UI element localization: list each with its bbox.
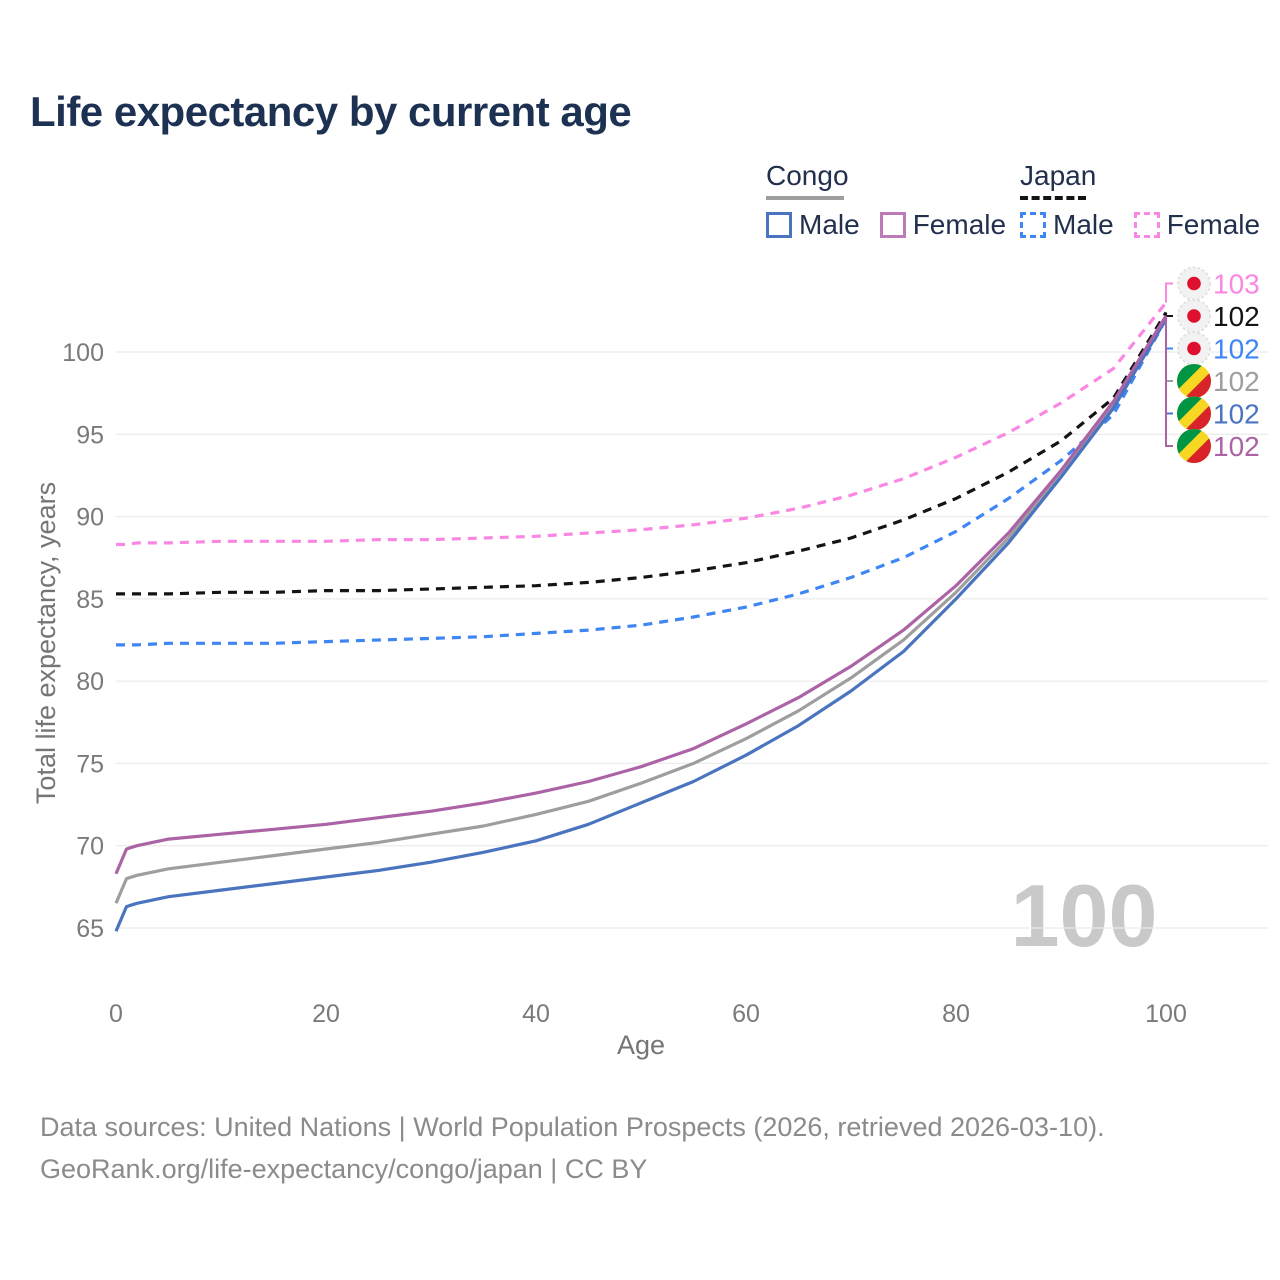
legend-item-label: Female xyxy=(912,209,1007,240)
page-title: Life expectancy by current age xyxy=(30,88,632,135)
legend-items-congo: Male Female xyxy=(766,209,1026,241)
legend-items-japan: Male Female xyxy=(1020,209,1280,241)
x-axis-title: Age xyxy=(616,1030,666,1060)
legend-item-japan-female[interactable]: Female xyxy=(1133,209,1261,241)
japan-flag-icon xyxy=(1177,299,1211,333)
age-indicator-watermark: 100 xyxy=(1011,866,1158,965)
y-tick-label: 65 xyxy=(76,915,104,943)
end-label-leader xyxy=(1165,282,1173,303)
footer-data-sources: Data sources: United Nations | World Pop… xyxy=(40,1112,1105,1142)
congo-flag-icon xyxy=(1177,396,1211,431)
end-label-congo-total: 102 xyxy=(1213,366,1260,397)
series-line-congo-total xyxy=(114,316,1168,904)
y-tick-label: 100 xyxy=(62,339,104,367)
legend-item-label: Male xyxy=(799,209,860,240)
series-line-congo-female xyxy=(114,314,1168,875)
legend-item-congo-male[interactable]: Male xyxy=(766,209,860,241)
japan-flag-icon xyxy=(1177,266,1211,301)
footer: Data sources: United Nations | World Pop… xyxy=(40,1106,1105,1190)
footer-attribution: GeoRank.org/life-expectancy/congo/japan … xyxy=(40,1154,648,1184)
y-tick-label: 80 xyxy=(76,668,104,696)
legend-item-label: Male xyxy=(1053,209,1114,240)
legend-underline-congo-total-line xyxy=(766,196,844,200)
end-label-congo-male: 102 xyxy=(1213,399,1260,430)
legend-group-japan: Japan Male Female xyxy=(1020,160,1280,241)
legend-swatch-icon xyxy=(1020,212,1046,238)
legend-underline-japan-total-line xyxy=(1020,196,1086,200)
end-label-japan-total: 102 xyxy=(1213,301,1260,332)
x-tick-label: 20 xyxy=(312,1000,340,1028)
end-label-leader xyxy=(1165,319,1173,350)
x-tick-label: 100 xyxy=(1145,1000,1187,1028)
legend-item-label: Female xyxy=(1166,209,1261,240)
legend-swatch-icon xyxy=(1133,212,1160,238)
japan-flag-icon xyxy=(1177,331,1211,366)
end-label-leader xyxy=(1165,315,1173,447)
congo-flag-icon xyxy=(1177,429,1211,463)
legend-swatch-icon xyxy=(879,212,906,238)
x-tick-label: 80 xyxy=(942,1000,970,1028)
x-tick-label: 0 xyxy=(109,1000,123,1028)
end-label-leader xyxy=(1165,319,1173,415)
legend-item-japan-male[interactable]: Male xyxy=(1020,209,1114,241)
end-label-japan-female: 103 xyxy=(1213,269,1260,300)
x-tick-label: 40 xyxy=(522,1000,550,1028)
y-tick-label: 75 xyxy=(76,750,104,778)
end-label-congo-female: 102 xyxy=(1213,431,1260,462)
y-axis-title: Total life expectancy, years xyxy=(31,481,61,805)
legend-item-congo-female[interactable]: Female xyxy=(879,209,1007,241)
x-tick-label: 60 xyxy=(732,1000,760,1028)
legend-swatch-icon xyxy=(766,212,792,238)
congo-flag-icon xyxy=(1177,364,1211,398)
end-label-leader xyxy=(1165,312,1173,317)
y-tick-label: 95 xyxy=(76,421,104,449)
series-line-congo-male xyxy=(114,318,1168,932)
end-label-japan-male: 102 xyxy=(1213,334,1260,365)
series-line-japan-female xyxy=(116,301,1168,547)
y-tick-label: 85 xyxy=(76,586,104,614)
legend-header-congo: Congo xyxy=(766,160,849,191)
series-line-japan-male xyxy=(116,318,1168,647)
y-tick-label: 70 xyxy=(76,833,104,861)
series-line-japan-total xyxy=(116,311,1168,596)
y-tick-label: 90 xyxy=(76,504,104,532)
legend-group-congo: Congo Male Female xyxy=(766,160,1026,241)
legend-header-japan: Japan xyxy=(1020,160,1097,191)
